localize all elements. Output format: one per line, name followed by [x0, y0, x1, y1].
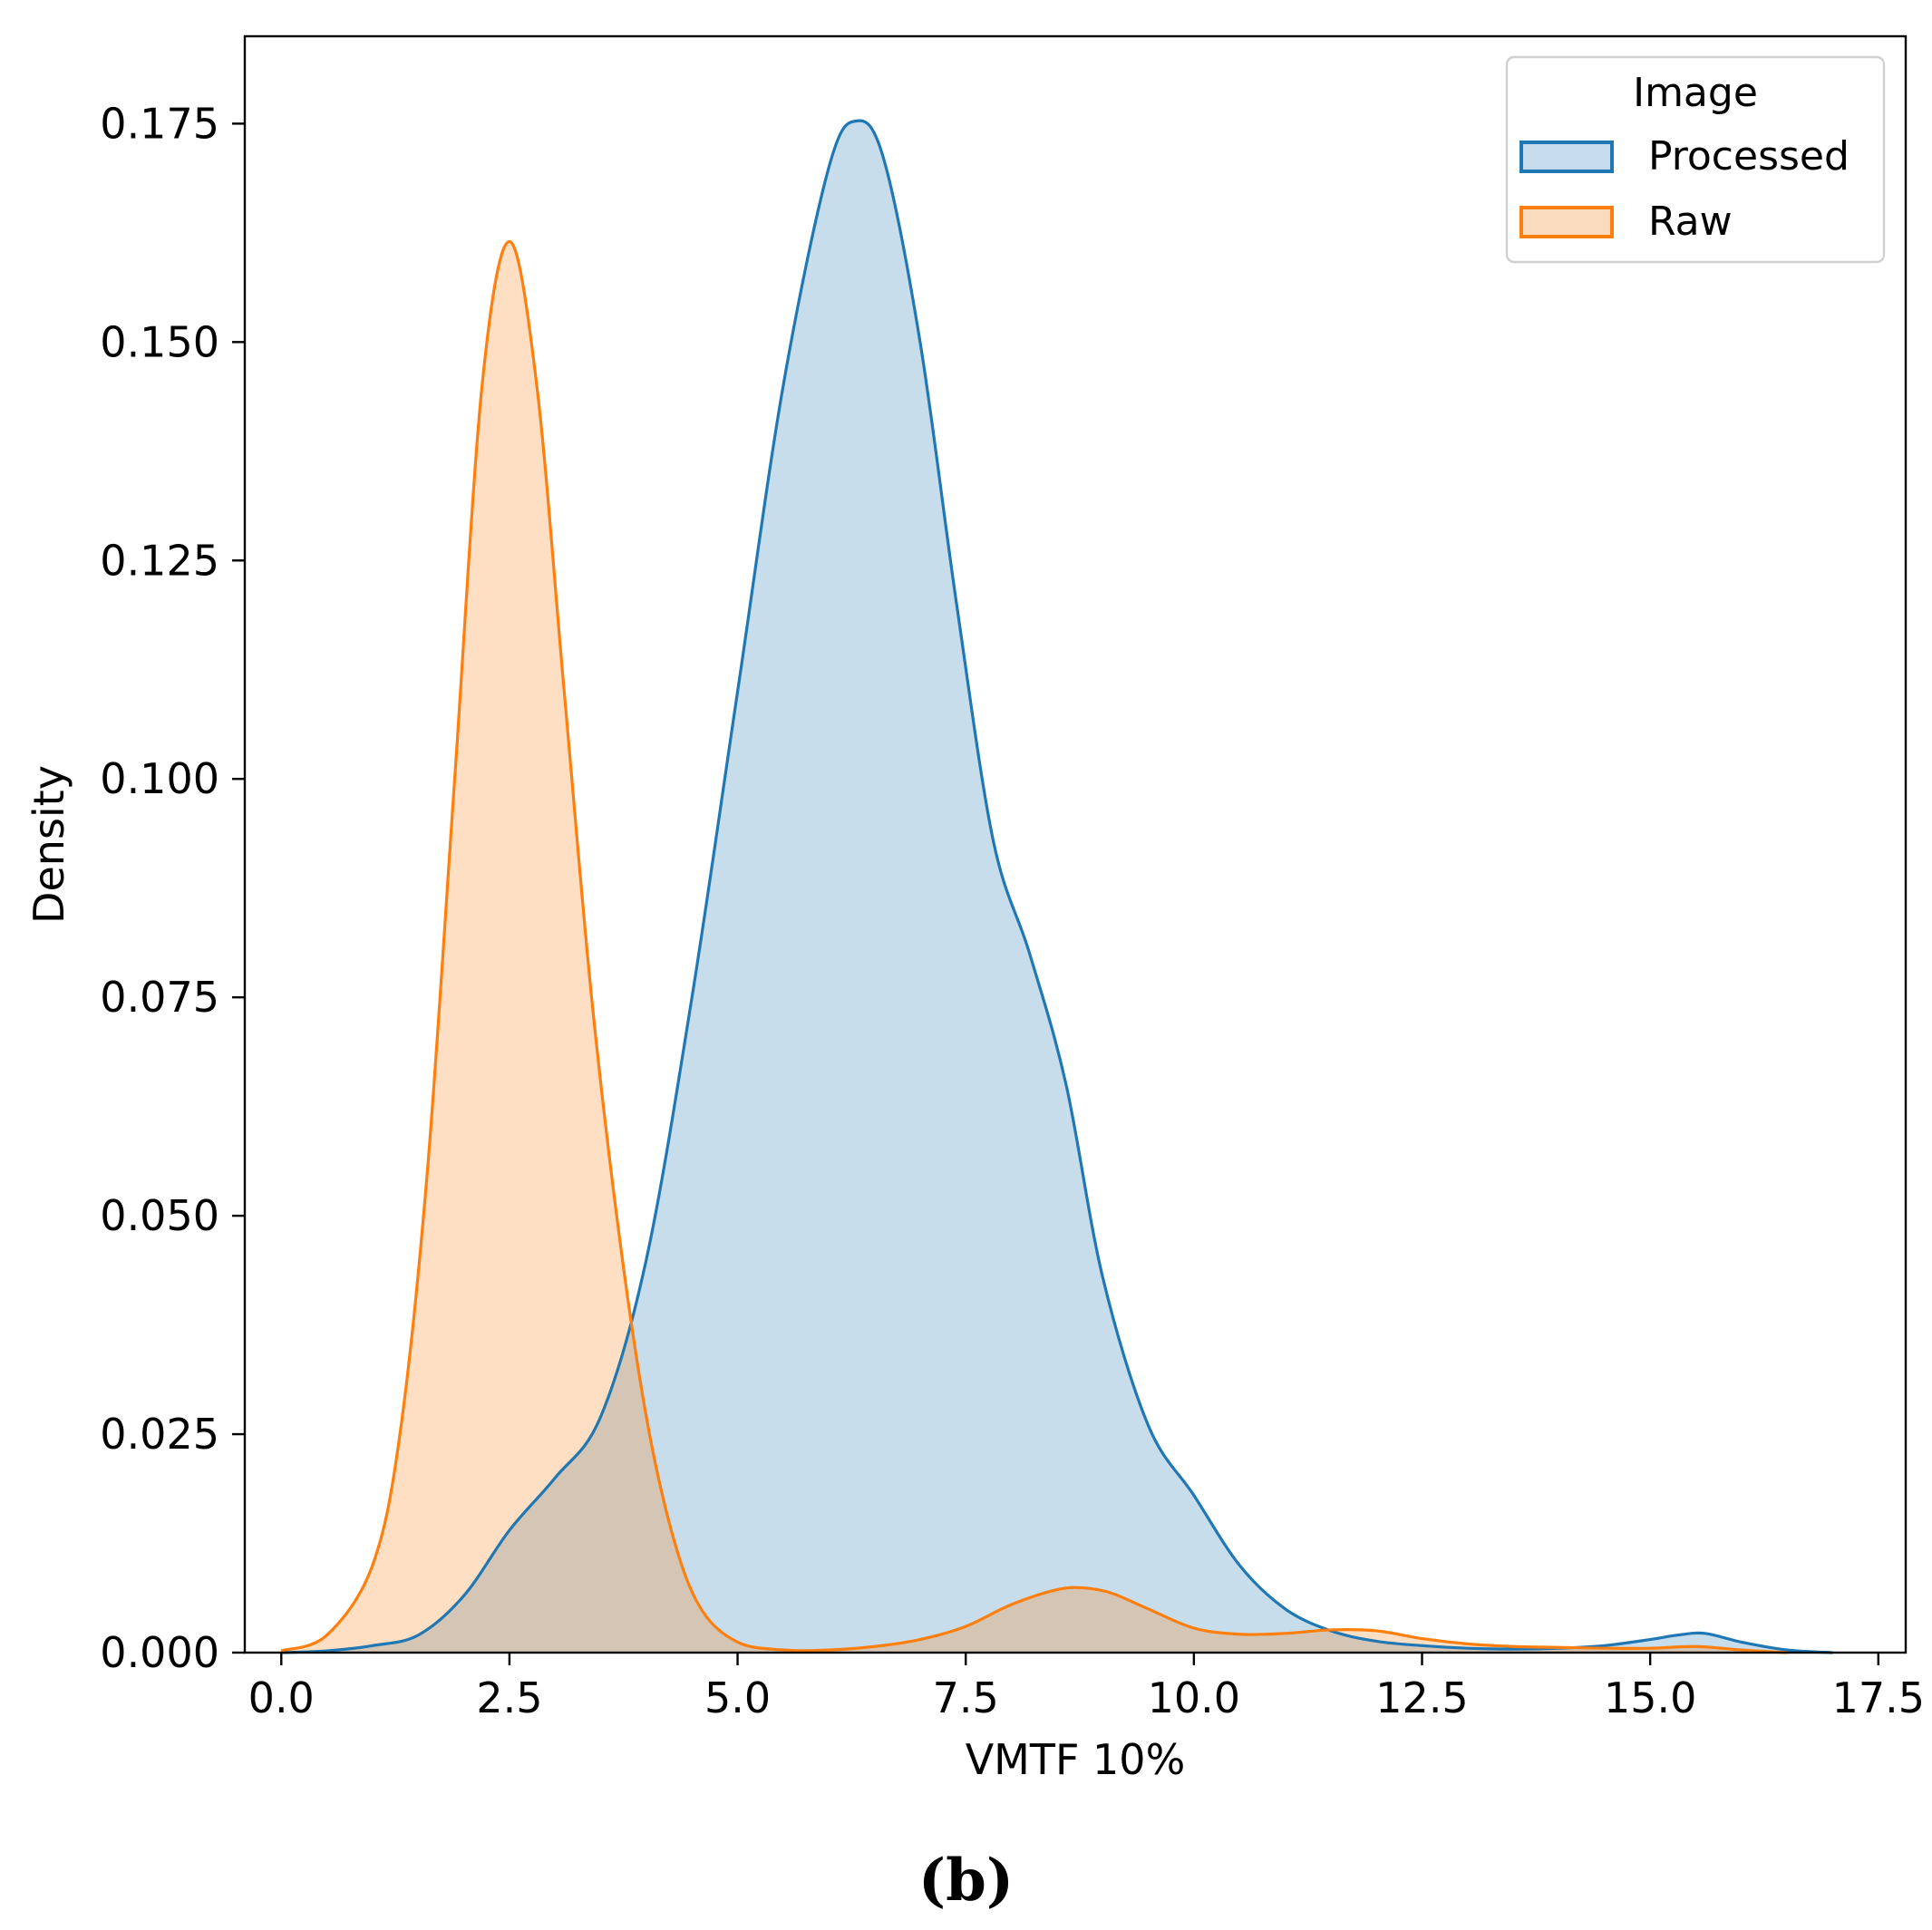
- x-tick-label: 12.5: [1375, 1673, 1468, 1722]
- plot-area: [280, 119, 1833, 1654]
- figure-caption: (b): [917, 1847, 1015, 1915]
- axes: 0.0 2.5 5.0 7.5 10.0 12.5 15.0 17.5 0.000 0.025 0.…: [24, 34, 1925, 1784]
- x-tick-label: 17.5: [1832, 1673, 1925, 1722]
- y-tick-label: 0.175: [100, 99, 219, 148]
- series-area-raw: [281, 241, 1788, 1653]
- y-tick-label: 0.025: [100, 1410, 219, 1459]
- x-axis-label: VMTF 10%: [966, 1735, 1186, 1784]
- y-tick-label: 0.000: [100, 1628, 219, 1677]
- axes-frame: [243, 34, 1908, 1654]
- legend-swatch-processed: [1519, 141, 1614, 173]
- y-tick-label: 0.075: [100, 973, 219, 1022]
- legend-label-raw: Raw: [1648, 199, 1733, 245]
- legend: Image Processed Raw: [1505, 55, 1886, 264]
- series-line-raw: [280, 239, 1788, 1654]
- legend-title: Image: [1633, 70, 1758, 116]
- legend-label-processed: Processed: [1648, 133, 1849, 179]
- series-area-processed: [281, 121, 1833, 1653]
- x-tick-label: 15.0: [1604, 1673, 1696, 1722]
- y-tick-label: 0.125: [100, 536, 219, 585]
- y-tick-label: 0.150: [100, 317, 219, 366]
- x-tick-label: 5.0: [704, 1673, 771, 1722]
- x-tick-label: 10.0: [1148, 1673, 1240, 1722]
- y-tick-label: 0.050: [100, 1191, 219, 1240]
- y-axis-label: Density: [24, 765, 73, 924]
- x-tick-label: 7.5: [933, 1673, 999, 1722]
- legend-swatch-raw: [1519, 206, 1614, 238]
- series-line-processed: [281, 119, 1833, 1654]
- x-tick-label: 0.0: [248, 1673, 315, 1722]
- y-tick-label: 0.100: [100, 754, 219, 803]
- x-tick-label: 2.5: [476, 1673, 542, 1722]
